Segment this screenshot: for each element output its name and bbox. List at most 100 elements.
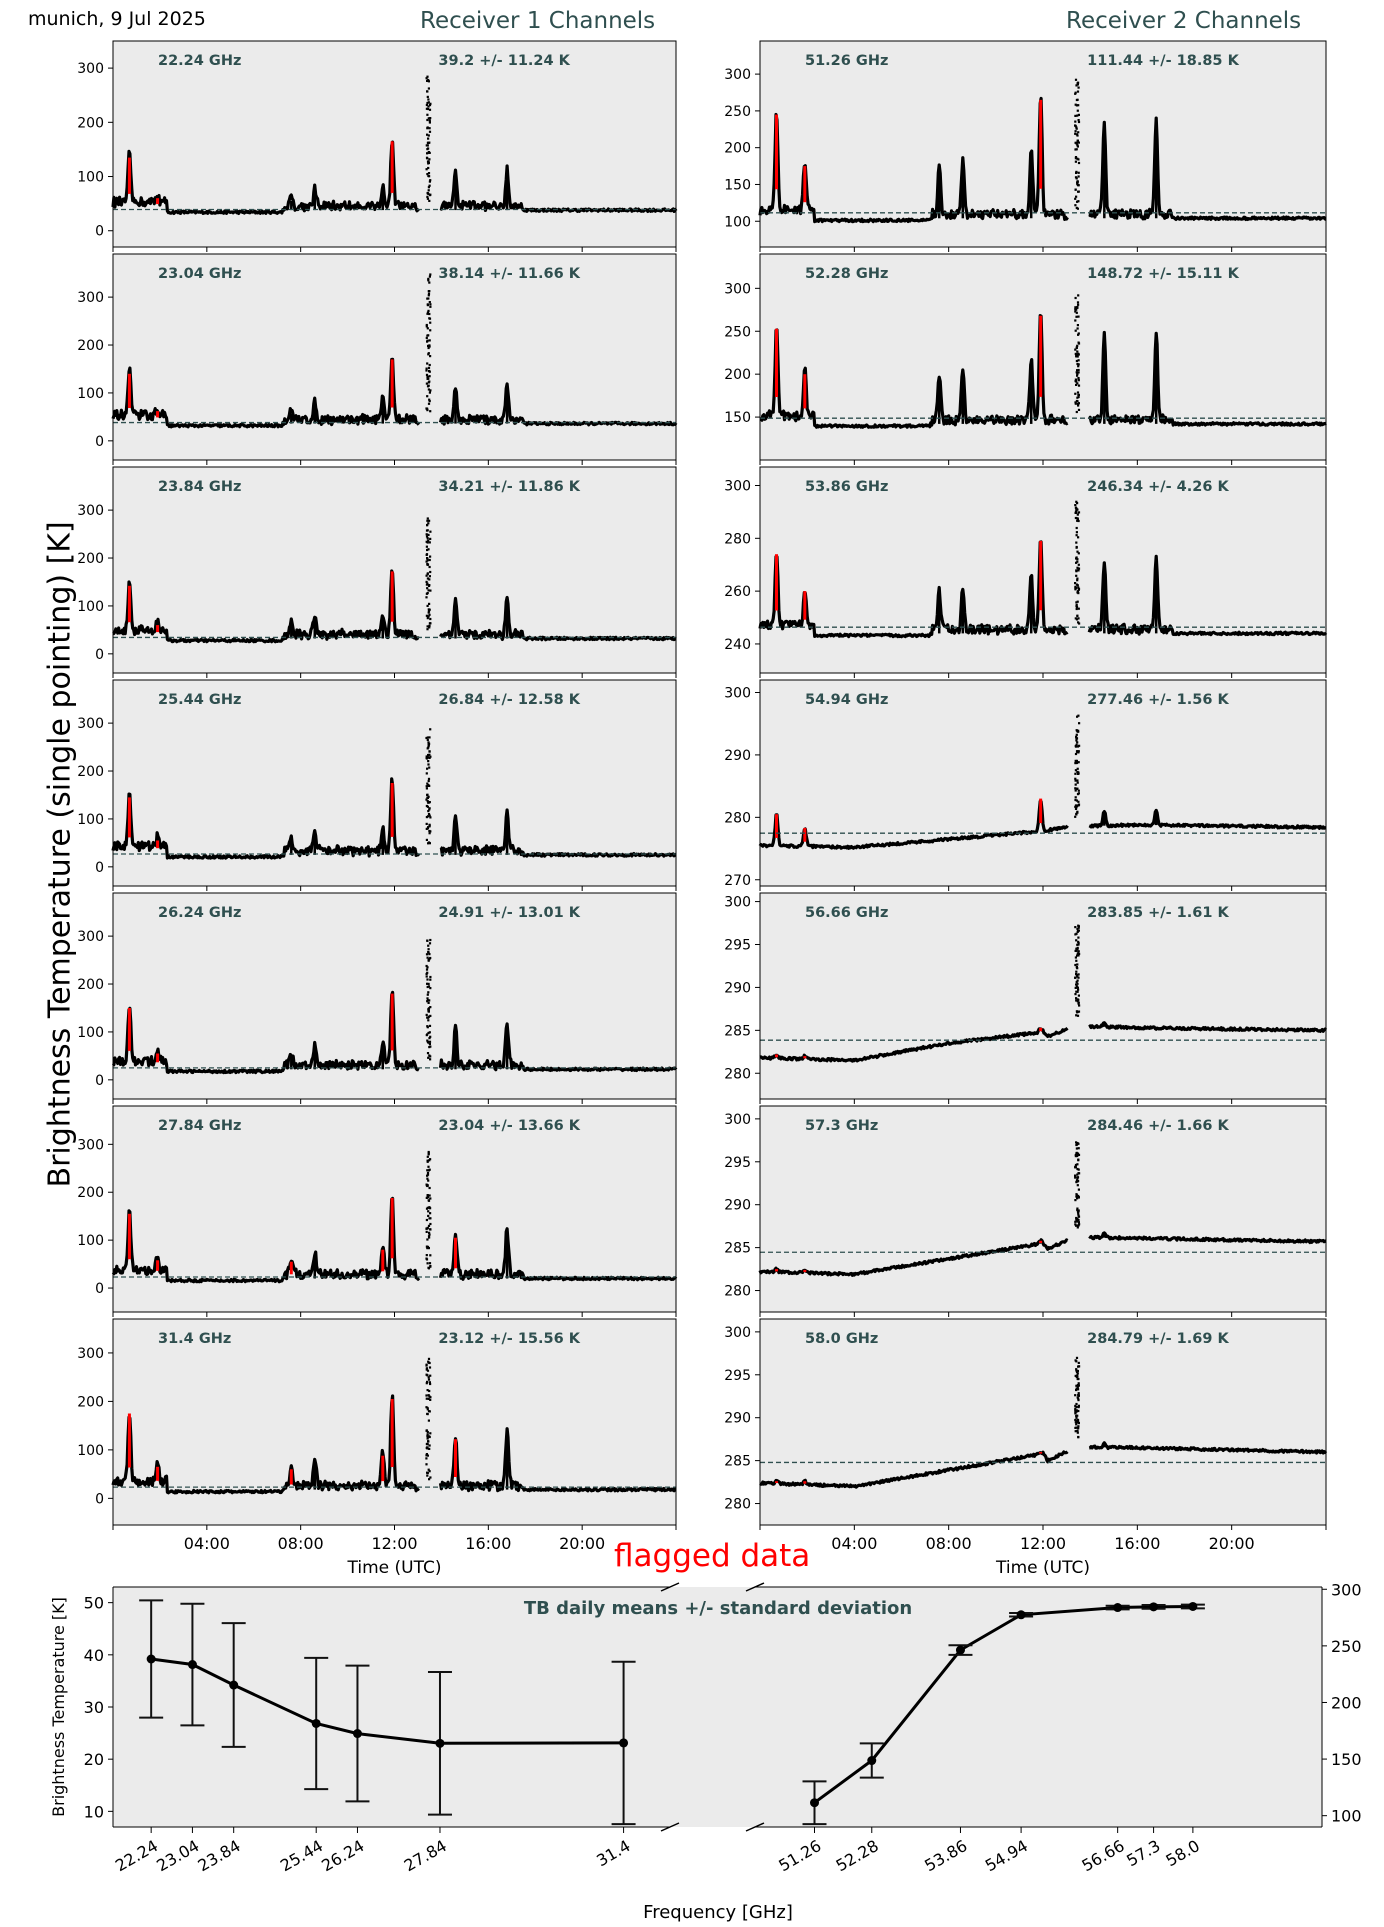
y-tick-label: 0 — [95, 1281, 104, 1297]
data-point — [426, 152, 429, 155]
data-point — [1075, 545, 1078, 549]
data-point — [1074, 1163, 1078, 1167]
data-point — [1077, 1010, 1081, 1013]
data-point — [426, 1171, 430, 1175]
data-point — [1075, 806, 1078, 809]
data-point — [427, 1056, 430, 1059]
data-point — [428, 375, 431, 378]
data-point — [429, 273, 432, 276]
data-point — [1077, 936, 1080, 939]
data-point — [1075, 127, 1078, 130]
data-point — [427, 1378, 431, 1381]
data-point — [428, 158, 431, 161]
data-point — [426, 1471, 429, 1475]
data-point — [429, 1432, 432, 1435]
data-point — [1075, 556, 1078, 559]
data-point — [427, 172, 431, 175]
data-point — [1075, 1371, 1079, 1374]
data-point — [425, 964, 428, 968]
data-point — [426, 141, 430, 144]
data-point — [1074, 926, 1077, 929]
data-point — [1076, 180, 1079, 183]
data-point — [426, 587, 429, 590]
data-point — [1077, 1384, 1080, 1388]
data-point — [425, 367, 428, 370]
y-tick-label: 40 — [84, 1646, 104, 1665]
data-point — [425, 1394, 428, 1397]
data-point — [1075, 311, 1078, 314]
data-point — [1074, 759, 1077, 762]
data-point — [426, 738, 429, 741]
data-point — [1075, 141, 1078, 144]
data-point — [1075, 1419, 1078, 1422]
data-point — [1076, 355, 1079, 358]
data-point — [426, 800, 429, 803]
data-point — [426, 1040, 429, 1043]
data-point — [427, 948, 430, 951]
data-point — [1074, 993, 1077, 996]
data-point — [1077, 1394, 1080, 1397]
data-point — [1076, 927, 1079, 930]
data-point — [1074, 1418, 1077, 1422]
data-point — [1076, 207, 1079, 210]
data-point — [427, 402, 431, 405]
data-point — [1076, 781, 1079, 784]
data-point — [428, 801, 431, 804]
data-point — [428, 1381, 431, 1384]
data-point — [1076, 1431, 1079, 1434]
data-point — [425, 592, 428, 595]
data-point — [428, 842, 431, 845]
data-point — [429, 537, 432, 540]
data-point — [1077, 402, 1080, 405]
data-point — [1077, 1435, 1080, 1439]
data-point — [1074, 815, 1077, 818]
data-point — [426, 160, 430, 163]
y-tick-label: 200 — [77, 338, 104, 354]
data-point — [426, 157, 429, 160]
data-point — [427, 309, 430, 312]
data-point — [429, 938, 432, 942]
data-point — [1075, 1194, 1079, 1197]
mean-std-label: 38.14 +/- 11.66 K — [438, 266, 580, 282]
data-point — [425, 553, 429, 556]
y-tick-label: 200 — [77, 551, 104, 567]
data-point — [1074, 1374, 1077, 1377]
data-point — [428, 1410, 431, 1413]
data-point — [1077, 519, 1080, 523]
time-series-panel: 0 100 200 300 04:00 08:00 12:00 16:00 20:00 Time … — [77, 1318, 677, 1578]
mean-std-label: 284.46 +/- 1.66 K — [1087, 1118, 1229, 1134]
data-point — [428, 1231, 431, 1234]
frequency-label: 22.24 GHz — [158, 53, 241, 69]
data-point — [427, 297, 430, 300]
data-point — [1074, 176, 1078, 179]
data-point — [1077, 120, 1081, 124]
data-point — [429, 589, 432, 592]
data-point — [1074, 352, 1077, 355]
data-point — [1077, 332, 1080, 335]
data-point — [426, 517, 429, 520]
data-point — [428, 281, 431, 284]
data-point — [1077, 1377, 1080, 1381]
data-point — [1077, 1001, 1080, 1004]
data-point — [427, 384, 430, 387]
panel-background — [760, 680, 1326, 886]
data-point — [428, 290, 431, 293]
data-point — [426, 997, 429, 1000]
data-point — [1076, 83, 1079, 86]
data-series-line — [759, 1021, 1328, 1063]
data-point — [428, 317, 431, 320]
x-tick-label: 08:00 — [278, 1534, 324, 1553]
data-point — [1076, 396, 1079, 399]
data-point — [426, 1430, 429, 1434]
y-tick-label: 300 — [1331, 1580, 1362, 1599]
data-point — [427, 277, 430, 280]
data-point — [1076, 577, 1079, 580]
data-point — [1075, 1356, 1079, 1359]
y-tick-label: 300 — [77, 1137, 104, 1153]
data-point — [425, 1453, 428, 1456]
data-point — [1077, 926, 1080, 929]
data-point — [428, 953, 431, 956]
data-point — [1074, 1154, 1077, 1157]
data-point — [1077, 1196, 1080, 1199]
data-point — [425, 1397, 428, 1400]
